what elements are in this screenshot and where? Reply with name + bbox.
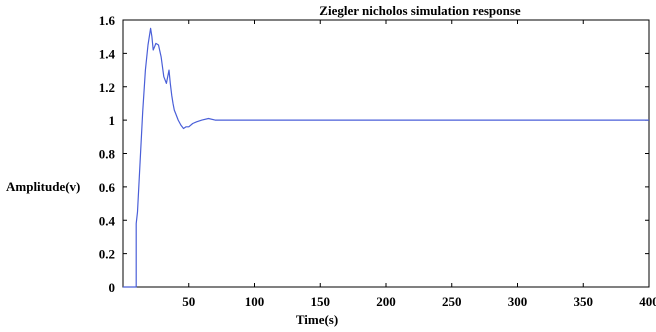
x-tick-label: 300 — [508, 294, 528, 309]
x-tick-label: 50 — [182, 294, 195, 309]
y-tick-label: 1.6 — [99, 13, 116, 28]
y-tick-label: 1.2 — [99, 80, 115, 95]
tick-group: 0 0.2 0.4 0.6 0.8 1 1.2 1.4 1.6 50 100 150 200 250 300… — [99, 13, 656, 309]
y-tick-label: 0 — [109, 280, 116, 295]
y-tick-label: 0.8 — [99, 147, 116, 162]
y-tick-label: 1.4 — [99, 46, 116, 61]
y-tick-label: 0.2 — [99, 247, 115, 262]
y-tick-label: 0.4 — [99, 213, 116, 228]
x-tick-label: 350 — [574, 294, 594, 309]
y-tick-label: 0.6 — [99, 180, 116, 195]
x-tick-label: 250 — [442, 294, 462, 309]
x-tick-label: 150 — [311, 294, 331, 309]
x-tick-label: 200 — [376, 294, 396, 309]
y-tick-label: 1 — [109, 113, 116, 128]
plot-area — [122, 19, 650, 288]
x-tick-label: 400 — [639, 294, 656, 309]
series-line — [123, 27, 649, 288]
series-group — [123, 27, 649, 288]
chart-title: Ziegler nicholos simulation response — [319, 3, 521, 18]
y-axis-title: Amplitude(v) — [6, 179, 80, 194]
x-tick-label: 100 — [245, 294, 265, 309]
x-axis-title: Time(s) — [296, 312, 338, 327]
